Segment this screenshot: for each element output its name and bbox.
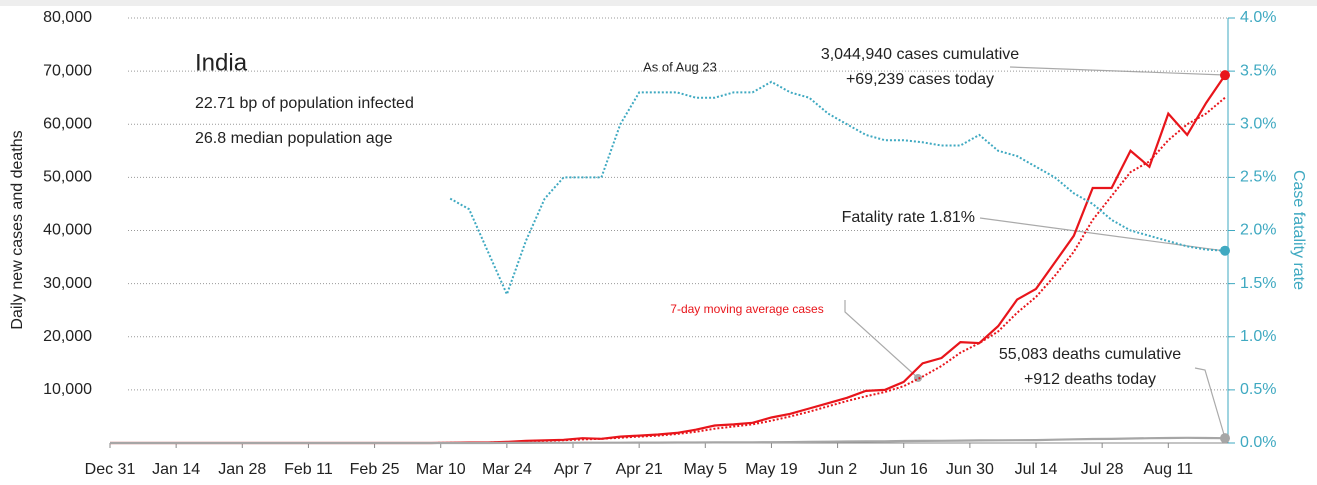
x-tick-label: Aug 11 [1144,461,1194,478]
annotation: 55,083 deaths cumulative [999,346,1181,363]
y-tick-label: 40,000 [43,222,92,239]
y2-tick-label: 0.0% [1240,434,1276,451]
x-tick-label: Mar 24 [482,461,532,478]
x-tick-label: Mar 10 [416,461,466,478]
annotation: 26.8 median population age [195,130,393,147]
x-tick-label: Jun 30 [946,461,994,478]
connector [1194,367,1226,439]
y2-tick-label: 2.0% [1240,222,1276,239]
end-dot [1220,70,1230,81]
annotation: Fatality rate 1.81% [842,209,975,226]
x-tick-label: Feb 11 [284,461,333,478]
x-tick-label: Jan 28 [218,461,266,478]
annotation: +912 deaths today [1024,371,1156,388]
x-tick-label: Jul 14 [1015,461,1058,478]
x-tick-label: May 5 [684,461,728,478]
y-tick-label: 20,000 [43,328,92,345]
y2-tick-label: 3.5% [1240,62,1276,79]
y-tick-label: 50,000 [43,169,92,186]
x-tick-label: Jun 16 [880,461,928,478]
y-tick-label: 10,000 [43,381,92,398]
x-tick-label: Jul 28 [1081,461,1124,478]
y-tick-label: 80,000 [43,9,92,26]
y2-tick-label: 2.5% [1240,169,1276,186]
series-line [110,436,1226,445]
y-tick-label: 60,000 [43,115,92,132]
y2-tick-label: 1.0% [1240,328,1276,345]
x-tick-label: Apr 7 [554,461,592,478]
y2-tick-label: 1.5% [1240,275,1276,292]
annotation: 7-day moving average cases [670,302,823,316]
x-tick-label: Feb 25 [350,461,400,478]
end-dot [1220,245,1230,256]
annotation: As of Aug 23 [643,59,717,74]
y2-tick-label: 0.5% [1240,381,1276,398]
y-tick-label: 70,000 [43,62,92,79]
series-line [110,96,1226,444]
annotation: 3,044,940 cases cumulative [821,46,1019,63]
connector [844,300,919,379]
x-tick-label: Jun 2 [818,461,857,478]
top-bar [0,0,1317,6]
plot: 10,000 20,000 30,000 40,000 50,000 60,000 70,0… [43,9,1230,398]
chart-title: India [195,49,248,76]
y2-axis: 0.0% 0.5% 1.0% 1.5% 2.0% 2.5% 3.0% 3.5% 4.0% [1227,9,1276,451]
connector [1009,66,1226,76]
y-axis-label: Daily new cases and deaths [9,130,26,329]
y2-tick-label: 4.0% [1240,9,1276,26]
end-dot [1220,433,1230,444]
annotation: +69,239 cases today [846,71,994,88]
series-line [449,80,1226,297]
y2-axis-label: Case fatality rate [1290,170,1307,290]
x-tick-label: Jan 14 [152,461,200,478]
x-tick-label: Apr 21 [616,461,663,478]
y2-tick-label: 3.0% [1240,115,1276,132]
x-tick-label: May 19 [745,461,798,478]
y-tick-label: 30,000 [43,275,92,292]
annotation: 22.71 bp of population infected [195,95,414,112]
x-tick-label: Dec 31 [85,461,136,478]
